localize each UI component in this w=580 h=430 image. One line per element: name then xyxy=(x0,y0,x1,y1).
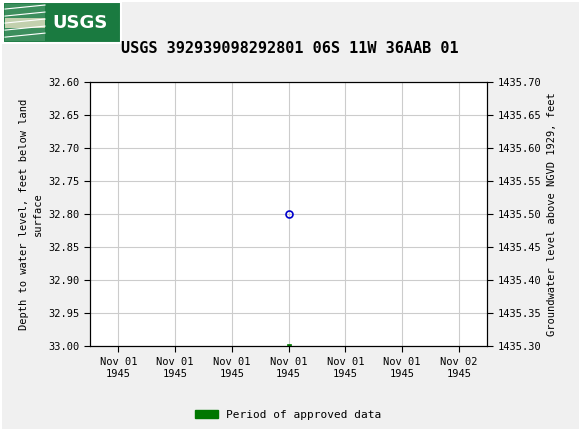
Legend: Period of approved data: Period of approved data xyxy=(195,410,382,420)
Bar xyxy=(5,18,45,28)
Bar xyxy=(5,28,45,41)
Bar xyxy=(5,4,45,41)
Text: USGS 392939098292801 06S 11W 36AAB 01: USGS 392939098292801 06S 11W 36AAB 01 xyxy=(121,41,459,55)
Y-axis label: Depth to water level, feet below land
surface: Depth to water level, feet below land su… xyxy=(20,98,43,329)
Bar xyxy=(3,2,121,43)
Text: USGS: USGS xyxy=(52,14,107,31)
Bar xyxy=(5,4,45,18)
Y-axis label: Groundwater level above NGVD 1929, feet: Groundwater level above NGVD 1929, feet xyxy=(547,92,557,336)
